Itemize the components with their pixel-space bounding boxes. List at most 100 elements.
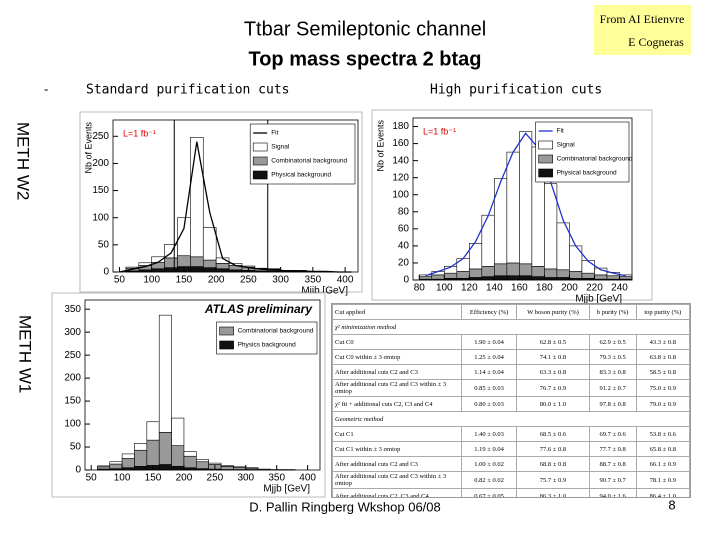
- table-cell: 80.0 ± 1.0: [516, 396, 590, 412]
- legend-swatch: [538, 140, 553, 150]
- x-tick-label: 180: [536, 283, 553, 294]
- chart: 0 50 100 150 200 250 300 350 50 100 150 200 250 300 35…: [51, 292, 326, 498]
- table-cell: 0.82 ± 0.02: [460, 471, 518, 489]
- table-cell: 97.8 ± 0.8: [588, 396, 637, 412]
- histogram-bar: [196, 459, 209, 463]
- table-cell: 0.67 ± 0.05: [460, 488, 518, 497]
- table-cell: 68.5 ± 0.6: [516, 426, 590, 442]
- y-tick-label: 120: [392, 172, 409, 183]
- histogram-bar: [481, 266, 495, 277]
- table: Cut applied Efficiency (%) W boson purity …: [332, 304, 690, 497]
- table-cell: 1.40 ± 0.03: [460, 426, 518, 442]
- table-cell: After additional cuts C2, C3 and C4: [332, 488, 462, 497]
- credit-line1: From AI Etienvre: [600, 12, 685, 26]
- histogram-bar: [418, 276, 433, 280]
- x-tick-label: 350: [305, 275, 322, 286]
- histogram-bar: [481, 214, 495, 267]
- column-label: Standard purification cuts: [86, 83, 290, 98]
- histogram-bar: [190, 137, 204, 258]
- title-line2: Top mass spectra 2 btag: [248, 48, 481, 70]
- histogram-bar: [431, 274, 445, 280]
- legend-label: Combinatorial background: [238, 328, 314, 335]
- table-cell: 1.00 ± 0.02: [460, 456, 518, 472]
- table-row: After additional cuts C2 and C3 within ±…: [332, 471, 690, 489]
- legend-label: Fit: [271, 130, 278, 137]
- histogram-bar: [190, 266, 204, 273]
- table-cell: After additional cuts C2 and C3: [332, 456, 462, 472]
- dash: -: [44, 81, 48, 96]
- y-tick-label: 60: [398, 223, 410, 234]
- table-cell: 88.7 ± 0.8: [588, 456, 637, 472]
- x-tick-label: 240: [611, 283, 628, 294]
- table-cell: 86.4 ± 1.0: [635, 488, 690, 497]
- legend-swatch: [538, 168, 553, 178]
- table-cell: 86.3 ± 1.0: [516, 488, 590, 497]
- x-tick-label: 120: [461, 283, 478, 294]
- table-row: After additional cuts C2, C3 and C4 0.67 …: [332, 488, 690, 497]
- histogram-bar: [506, 151, 520, 264]
- histogram-bar: [469, 268, 483, 278]
- histogram-bar: [443, 272, 458, 279]
- histogram-bar: [109, 463, 123, 469]
- y-tick-label: 20: [398, 258, 410, 269]
- legend-swatch: [538, 154, 553, 164]
- histogram-bar: [594, 274, 608, 280]
- table-row: Cut C1 1.40 ± 0.03 68.5 ± 0.6 69.7 ± 0.6 53.…: [332, 426, 690, 442]
- y-tick-label: 100: [64, 419, 81, 430]
- table-cell: Cut C0: [332, 334, 462, 350]
- legend-box: [249, 123, 356, 185]
- x-axis-label: Mjjb [GeV]: [575, 294, 622, 305]
- header-cell: Efficiency (%): [460, 304, 518, 320]
- histogram-bar: [544, 268, 558, 278]
- annotation: L=1 fb⁻¹: [423, 126, 456, 136]
- y-tick-label: 200: [64, 373, 81, 384]
- credit-box: [594, 5, 691, 55]
- x-tick-label: 200: [561, 283, 578, 294]
- table-row: After additional cuts C2 and C3 within ±…: [332, 379, 690, 397]
- legend-label: Physics background: [238, 342, 297, 349]
- fit-line: [425, 132, 626, 277]
- x-tick-label: 400: [299, 473, 316, 484]
- y-tick-label: 50: [70, 442, 82, 453]
- y-axis-label: Nb of Events: [375, 120, 385, 172]
- credit-line2: E Cogneras: [628, 35, 684, 49]
- histogram-bar: [215, 268, 230, 273]
- histogram-bar: [109, 461, 123, 465]
- table-header-row: Cut applied Efficiency (%) W boson purity …: [332, 304, 690, 320]
- table-cell: Cut C1 within ± 3 σmtop: [332, 441, 462, 457]
- table-cell: 75.7 ± 0.9: [516, 471, 590, 489]
- y-tick-label: 50: [98, 239, 110, 250]
- plot-border: [112, 119, 359, 273]
- histogram-bar: [183, 451, 197, 457]
- y-tick-label: 250: [92, 131, 109, 142]
- table-cell: 74.1 ± 0.8: [516, 349, 590, 365]
- table-row: Geometric method: [332, 411, 690, 427]
- y-tick-label: 200: [92, 158, 109, 169]
- y-tick-label: 0: [403, 275, 409, 286]
- histogram-bar: [531, 276, 545, 281]
- table-cell: 78.1 ± 0.9: [635, 471, 690, 489]
- table-cell: 1.25 ± 0.04: [460, 349, 518, 365]
- x-tick-label: 150: [145, 473, 162, 484]
- chart: 0 50 100 150 200 250 50 100 150 200 250 300 350 400Mj…: [79, 111, 363, 297]
- y-tick-label: 0: [75, 465, 81, 476]
- histogram-bar: [202, 227, 217, 261]
- y-tick-label: 140: [392, 155, 409, 166]
- legend-label: Fit: [557, 128, 564, 135]
- x-tick-label: 250: [207, 473, 224, 484]
- plot-border: [84, 299, 321, 471]
- y-tick-label: 100: [92, 212, 109, 223]
- legend-swatch: [252, 156, 268, 166]
- plot-border: [412, 117, 633, 281]
- histogram-bar: [208, 462, 222, 465]
- histogram-bar: [481, 276, 495, 281]
- histogram-bar: [196, 461, 209, 469]
- histogram-bar: [606, 275, 620, 280]
- y-tick-label: 160: [392, 138, 409, 149]
- histogram-bar: [233, 466, 247, 470]
- histogram-bar: [619, 276, 633, 280]
- histogram-bar: [134, 443, 148, 451]
- table-cell: After additional cuts C2 and C3 within ±…: [332, 379, 462, 397]
- histogram-bar: [569, 245, 583, 272]
